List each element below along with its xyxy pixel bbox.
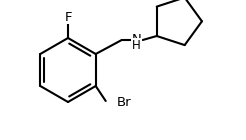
Text: F: F — [64, 10, 72, 24]
Text: H: H — [132, 38, 141, 52]
Text: Br: Br — [117, 95, 131, 108]
Text: N: N — [132, 32, 142, 46]
